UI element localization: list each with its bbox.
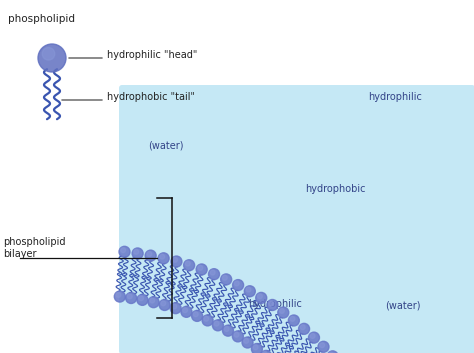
Text: hydrophobic "tail": hydrophobic "tail"	[107, 92, 195, 102]
Circle shape	[318, 341, 329, 352]
Circle shape	[138, 296, 144, 301]
Circle shape	[221, 274, 232, 285]
Circle shape	[251, 343, 263, 353]
Circle shape	[327, 351, 338, 353]
Circle shape	[309, 332, 319, 343]
Circle shape	[224, 327, 229, 331]
Text: phospholipid
bilayer: phospholipid bilayer	[3, 237, 65, 259]
Circle shape	[173, 257, 178, 262]
Circle shape	[222, 275, 227, 280]
Circle shape	[244, 286, 255, 297]
Text: hydrophilic: hydrophilic	[248, 299, 302, 309]
Circle shape	[234, 281, 239, 286]
Text: hydrophilic: hydrophilic	[368, 92, 422, 102]
Circle shape	[196, 264, 207, 275]
Circle shape	[114, 291, 125, 302]
Circle shape	[128, 294, 132, 299]
Circle shape	[132, 248, 143, 259]
Circle shape	[147, 251, 152, 256]
Circle shape	[209, 269, 219, 280]
Circle shape	[119, 246, 130, 257]
Circle shape	[299, 323, 310, 334]
Circle shape	[278, 307, 289, 318]
Circle shape	[204, 316, 209, 321]
Circle shape	[257, 294, 262, 299]
Text: phospholipid: phospholipid	[8, 14, 75, 24]
Circle shape	[233, 280, 244, 291]
Circle shape	[242, 337, 253, 348]
Circle shape	[280, 309, 284, 313]
FancyBboxPatch shape	[119, 85, 474, 353]
Circle shape	[329, 352, 334, 353]
Circle shape	[145, 250, 156, 261]
Circle shape	[171, 256, 182, 267]
Circle shape	[262, 352, 267, 353]
Circle shape	[214, 321, 219, 326]
Circle shape	[193, 312, 198, 317]
Text: hydrophilic "head": hydrophilic "head"	[107, 50, 197, 60]
Circle shape	[202, 315, 213, 326]
Circle shape	[288, 315, 300, 326]
Circle shape	[116, 292, 121, 297]
Circle shape	[126, 293, 137, 304]
Circle shape	[198, 265, 203, 270]
Circle shape	[158, 253, 169, 264]
Circle shape	[256, 292, 267, 304]
Circle shape	[267, 299, 278, 311]
Circle shape	[181, 306, 192, 317]
Circle shape	[212, 320, 223, 331]
Circle shape	[137, 294, 148, 305]
Circle shape	[42, 48, 55, 60]
Circle shape	[232, 331, 243, 342]
Circle shape	[159, 299, 170, 310]
Circle shape	[150, 298, 155, 303]
Circle shape	[269, 301, 273, 306]
Text: (water): (water)	[148, 140, 183, 150]
Circle shape	[170, 303, 181, 314]
Circle shape	[183, 260, 195, 271]
Circle shape	[261, 351, 272, 353]
Circle shape	[38, 44, 66, 72]
Circle shape	[246, 287, 251, 292]
Text: hydrophobic: hydrophobic	[305, 184, 365, 194]
Circle shape	[121, 248, 126, 253]
Circle shape	[191, 310, 202, 321]
Circle shape	[134, 249, 139, 254]
Circle shape	[222, 325, 234, 336]
Circle shape	[161, 301, 166, 306]
Circle shape	[290, 316, 295, 321]
Circle shape	[300, 325, 305, 330]
Circle shape	[210, 270, 215, 275]
Circle shape	[182, 308, 188, 313]
Circle shape	[172, 304, 177, 309]
Circle shape	[244, 339, 249, 343]
Circle shape	[310, 334, 315, 339]
Circle shape	[253, 345, 258, 350]
Circle shape	[148, 297, 159, 308]
Circle shape	[160, 254, 164, 259]
Text: (water): (water)	[385, 300, 420, 310]
Circle shape	[185, 261, 190, 266]
Circle shape	[234, 332, 239, 337]
Circle shape	[319, 343, 325, 348]
